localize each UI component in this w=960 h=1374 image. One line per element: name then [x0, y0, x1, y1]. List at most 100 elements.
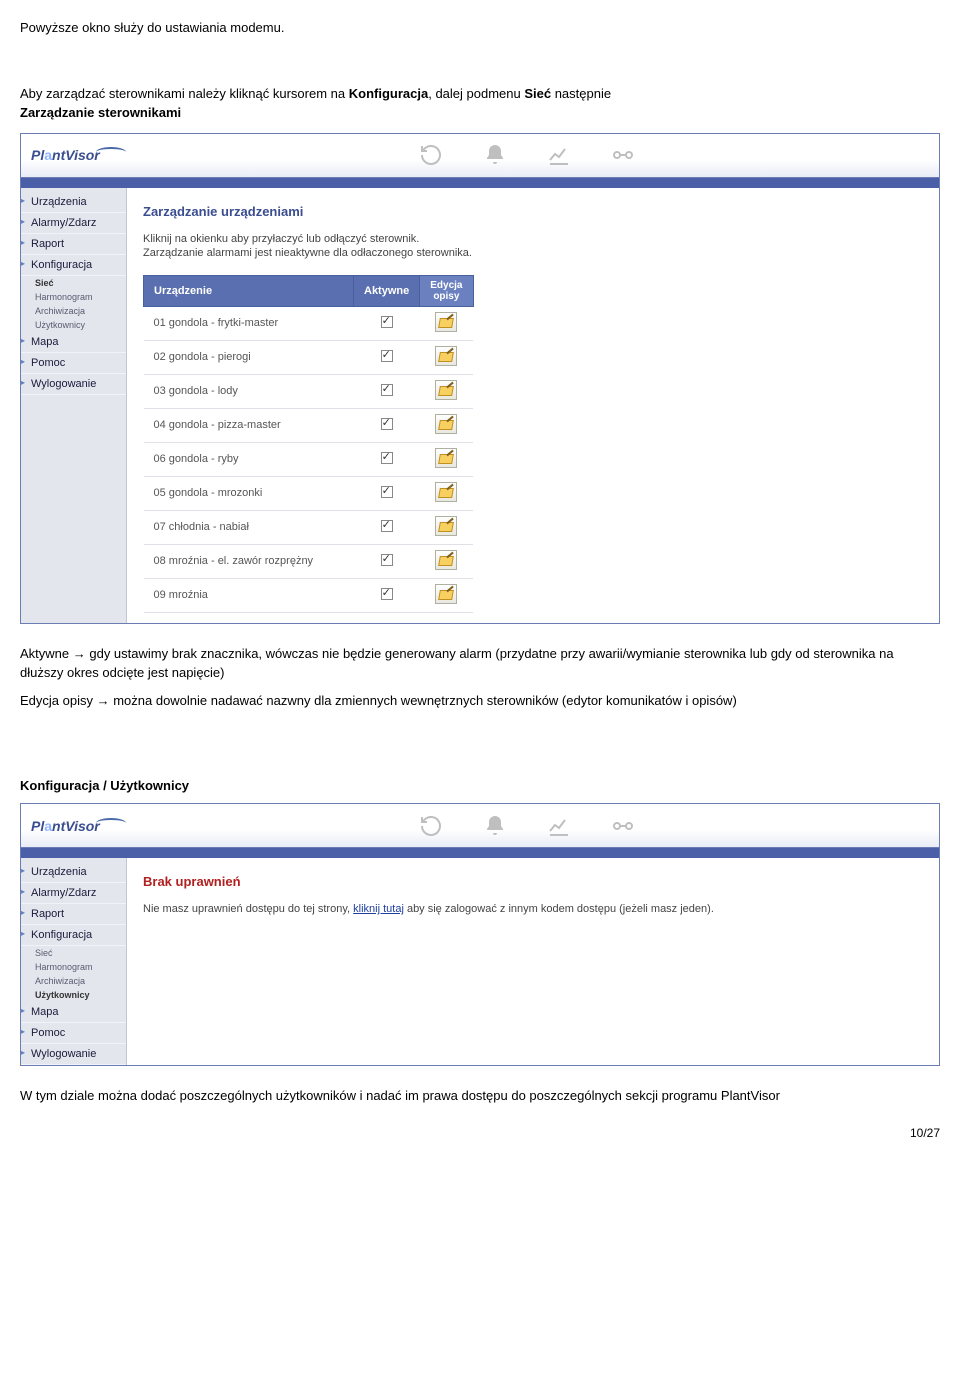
edit-cell	[420, 578, 473, 612]
sidebar-item-mapa[interactable]: ▸Mapa	[21, 1002, 126, 1023]
section2-title: Konfiguracja / Użytkownicy	[20, 778, 940, 793]
device-name: 09 mroźnia	[144, 578, 354, 612]
edit-button[interactable]	[435, 584, 457, 604]
sidebar-item-raport[interactable]: ▸Raport	[21, 904, 126, 925]
edit-button[interactable]	[435, 380, 457, 400]
sidebar-label: Wylogowanie	[31, 1048, 96, 1060]
device-name: 05 gondola - mrozonki	[144, 476, 354, 510]
th-device: Urządzenie	[144, 275, 354, 306]
edit-button[interactable]	[435, 414, 457, 434]
no-perm-message: Nie masz uprawnień dostępu do tej strony…	[143, 903, 923, 915]
edycja-text: Edycja opisy → można dowolnie nadawać na…	[20, 691, 940, 711]
sidebar-item-alarmy[interactable]: ▸Alarmy/Zdarz	[21, 883, 126, 904]
sidebar-item-wylogowanie[interactable]: ▸Wylogowanie	[21, 1044, 126, 1065]
active-checkbox[interactable]	[381, 350, 393, 362]
sidebar-sub-harmonogram[interactable]: Harmonogram	[21, 290, 126, 304]
app-body: ▸Urządzenia ▸Alarmy/Zdarz ▸Raport ▸Konfi…	[21, 188, 939, 623]
sidebar-item-konfiguracja[interactable]: ▸Konfiguracja	[21, 255, 126, 276]
sidebar-label: Alarmy/Zdarz	[31, 887, 96, 899]
sidebar-label: Mapa	[31, 336, 59, 348]
para1-pre: Aby zarządzać sterownikami należy klikną…	[20, 86, 349, 101]
sidebar-sub-archiwizacja[interactable]: Archiwizacja	[21, 304, 126, 318]
sidebar-sub-uzytkownicy[interactable]: Użytkownicy	[21, 988, 126, 1002]
active-checkbox[interactable]	[381, 418, 393, 430]
sidebar-item-urzadzenia[interactable]: ▸Urządzenia	[21, 192, 126, 213]
device-name: 04 gondola - pizza-master	[144, 408, 354, 442]
header-icons	[126, 143, 929, 167]
page-title: Zarządzanie urządzeniami	[143, 204, 923, 219]
blue-bar	[21, 178, 939, 188]
active-checkbox[interactable]	[381, 486, 393, 498]
edit-button[interactable]	[435, 516, 457, 536]
blue-bar	[21, 848, 939, 858]
table-row: 05 gondola - mrozonki	[144, 476, 474, 510]
active-checkbox[interactable]	[381, 316, 393, 328]
sidebar-sub-harmonogram[interactable]: Harmonogram	[21, 960, 126, 974]
login-link[interactable]: kliknij tutaj	[353, 903, 404, 915]
table-row: 08 mroźnia - el. zawór rozprężny	[144, 544, 474, 578]
device-name: 03 gondola - lody	[144, 374, 354, 408]
refresh-icon[interactable]	[419, 143, 443, 167]
active-cell	[354, 544, 420, 578]
sidebar-item-wylogowanie[interactable]: ▸Wylogowanie	[21, 374, 126, 395]
active-cell	[354, 340, 420, 374]
para1-b2: Sieć	[524, 86, 551, 101]
header-icons	[126, 814, 929, 838]
active-checkbox[interactable]	[381, 554, 393, 566]
sidebar-item-urzadzenia[interactable]: ▸Urządzenia	[21, 862, 126, 883]
content-area: Zarządzanie urządzeniami Kliknij na okie…	[127, 188, 939, 623]
sidebar-sub-uzytkownicy[interactable]: Użytkownicy	[21, 318, 126, 332]
chart-icon[interactable]	[547, 814, 571, 838]
msg-pre: Nie masz uprawnień dostępu do tej strony…	[143, 903, 353, 915]
app-screenshot-2: PlantVisor ▸Urządzenia ▸Alarmy/Zdarz ▸Ra…	[20, 803, 940, 1066]
device-name: 07 chłodnia - nabiał	[144, 510, 354, 544]
active-checkbox[interactable]	[381, 384, 393, 396]
edit-button[interactable]	[435, 312, 457, 332]
active-cell	[354, 442, 420, 476]
app-screenshot-1: PlantVisor ▸Urządzenia ▸Alarmy/Zdarz ▸Ra…	[20, 133, 940, 624]
sidebar-label: Alarmy/Zdarz	[31, 217, 96, 229]
instruction-2: Zarządzanie alarmami jest nieaktywne dla…	[143, 247, 923, 259]
record-icon[interactable]	[611, 814, 635, 838]
edit-button[interactable]	[435, 482, 457, 502]
sidebar-item-raport[interactable]: ▸Raport	[21, 234, 126, 255]
edit-cell	[420, 340, 473, 374]
edit-button[interactable]	[435, 550, 457, 570]
instruction-1: Kliknij na okienku aby przyłaczyć lub od…	[143, 233, 923, 245]
sidebar-item-mapa[interactable]: ▸Mapa	[21, 332, 126, 353]
active-checkbox[interactable]	[381, 588, 393, 600]
sidebar-label: Konfiguracja	[31, 929, 92, 941]
para1-b1: Konfiguracja	[349, 86, 428, 101]
edit-cell	[420, 374, 473, 408]
para1-line2: Zarządzanie sterownikami	[20, 105, 181, 120]
sidebar-item-alarmy[interactable]: ▸Alarmy/Zdarz	[21, 213, 126, 234]
sidebar-sub-siec[interactable]: Sieć	[21, 946, 126, 960]
logo-b: a	[44, 818, 52, 834]
bell-icon[interactable]	[483, 143, 507, 167]
table-row: 06 gondola - ryby	[144, 442, 474, 476]
sidebar-label: Raport	[31, 238, 64, 250]
record-icon[interactable]	[611, 143, 635, 167]
sidebar-sub-siec[interactable]: Sieć	[21, 276, 126, 290]
active-cell	[354, 510, 420, 544]
sidebar-label: Pomoc	[31, 357, 65, 369]
refresh-icon[interactable]	[419, 814, 443, 838]
edit-button[interactable]	[435, 448, 457, 468]
th-active: Aktywne	[354, 275, 420, 306]
active-checkbox[interactable]	[381, 520, 393, 532]
logo-a: Pl	[31, 818, 44, 834]
sidebar-sub-archiwizacja[interactable]: Archiwizacja	[21, 974, 126, 988]
sidebar-item-pomoc[interactable]: ▸Pomoc	[21, 353, 126, 374]
chart-icon[interactable]	[547, 143, 571, 167]
sidebar-item-konfiguracja[interactable]: ▸Konfiguracja	[21, 925, 126, 946]
active-checkbox[interactable]	[381, 452, 393, 464]
edit-button[interactable]	[435, 346, 457, 366]
sidebar-item-pomoc[interactable]: ▸Pomoc	[21, 1023, 126, 1044]
edit-cell	[420, 544, 473, 578]
para1-post: następnie	[551, 86, 611, 101]
page-number: 10/27	[20, 1126, 940, 1140]
bell-icon[interactable]	[483, 814, 507, 838]
device-name: 06 gondola - ryby	[144, 442, 354, 476]
sidebar-label: Urządzenia	[31, 196, 87, 208]
logo-c: ntVisor	[52, 818, 100, 834]
